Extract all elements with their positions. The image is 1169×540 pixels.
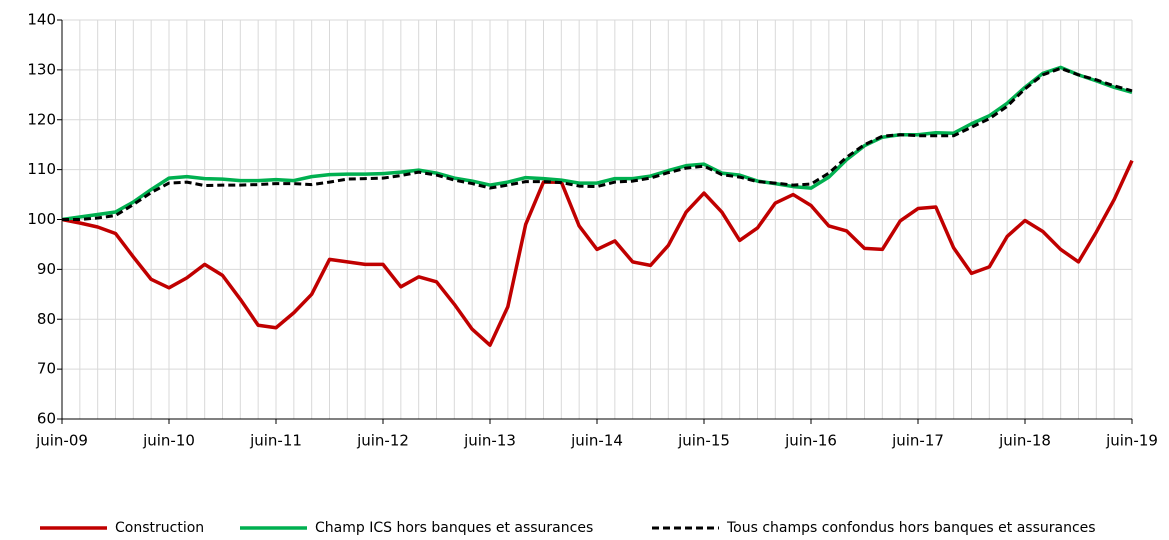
x-tick-label: juin-13 <box>463 432 516 450</box>
y-tick-label: 90 <box>37 260 56 278</box>
x-tick-label: juin-15 <box>677 432 730 450</box>
y-tick-label: 60 <box>37 410 56 428</box>
x-tick-label: juin-14 <box>570 432 623 450</box>
y-tick-label: 130 <box>27 60 56 78</box>
y-tick-label: 120 <box>27 110 56 128</box>
legend-label: Tous champs confondus hors banques et as… <box>726 520 1096 536</box>
x-tick-label: juin-17 <box>891 432 944 450</box>
x-tick-label: juin-18 <box>998 432 1051 450</box>
y-tick-label: 140 <box>27 11 56 29</box>
series-line <box>61 65 1133 222</box>
legend-label: Champ ICS hors banques et assurances <box>315 520 593 536</box>
x-tick-label: juin-11 <box>249 432 302 450</box>
x-tick-label: juin-16 <box>784 432 837 450</box>
x-tick-label: juin-10 <box>142 432 195 450</box>
series-line <box>62 66 1133 221</box>
x-tick-label: juin-09 <box>35 432 88 450</box>
y-tick-label: 70 <box>37 360 56 378</box>
y-tick-label: 110 <box>27 160 56 178</box>
x-tick-label: juin-12 <box>356 432 409 450</box>
y-tick-label: 100 <box>27 210 56 228</box>
y-tick-label: 80 <box>37 310 56 328</box>
legend-label: Construction <box>115 520 204 536</box>
x-tick-label: juin-19 <box>1105 432 1158 450</box>
series-line <box>61 159 1134 347</box>
